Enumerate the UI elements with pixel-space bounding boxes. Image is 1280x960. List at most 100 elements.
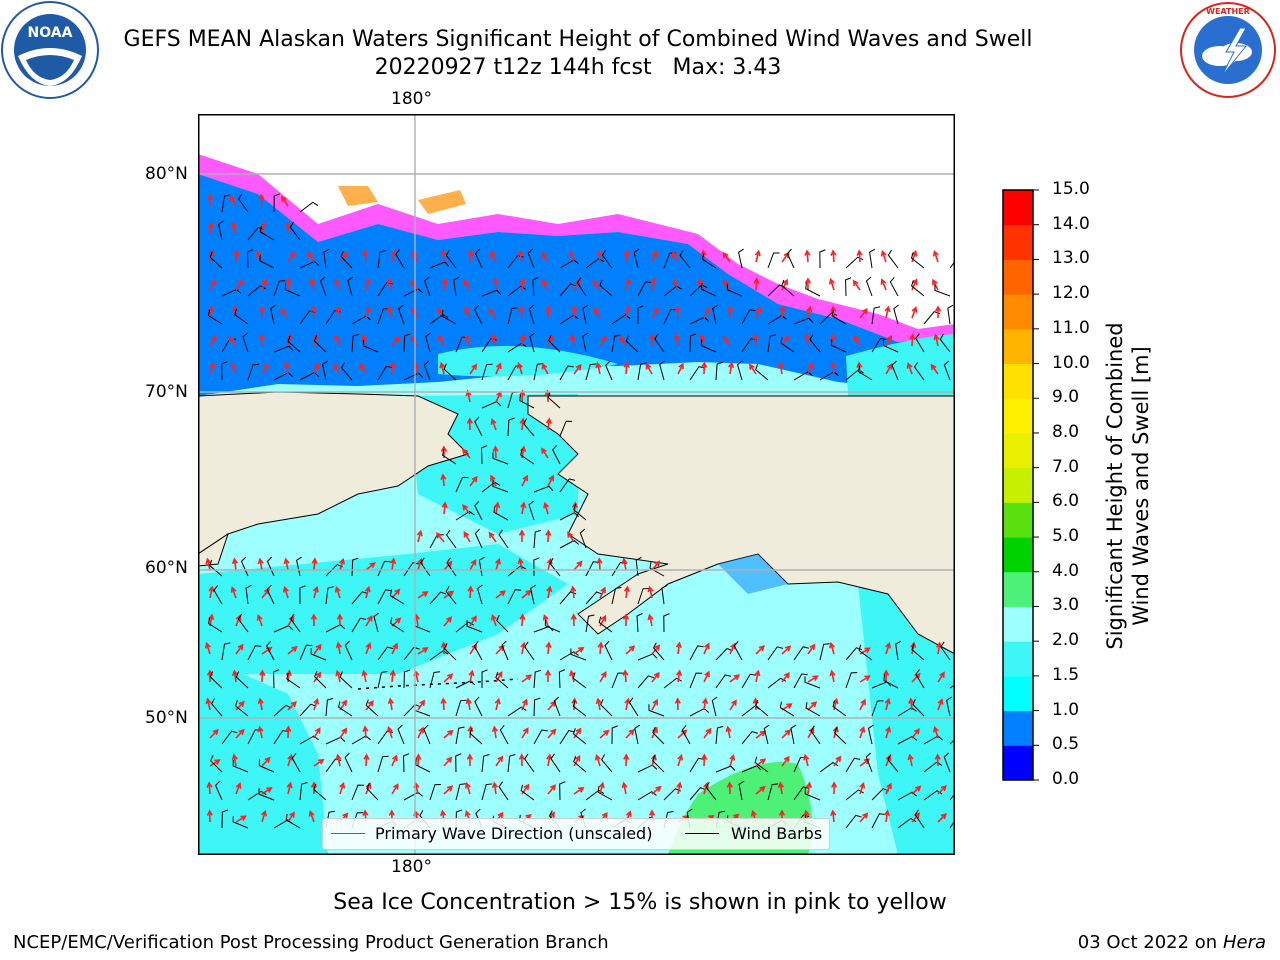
wind-barb <box>453 276 460 297</box>
wind-barb <box>366 782 379 801</box>
wind-barb <box>246 249 254 269</box>
wind-barb <box>585 614 595 633</box>
wind-barb <box>259 225 275 241</box>
wave-direction-arrow <box>462 449 471 459</box>
wind-barb <box>314 671 327 689</box>
wave-direction-arrow <box>625 586 629 599</box>
wind-barb <box>871 337 887 353</box>
wave-direction-arrowhead <box>830 249 837 256</box>
wave-direction-arrowhead <box>409 280 416 287</box>
wave-direction-arrowhead <box>519 333 527 341</box>
wave-direction-arrow <box>364 726 367 739</box>
wave-direction-arrowhead <box>446 560 453 567</box>
wind-barb <box>830 339 847 353</box>
wave-direction-arrow <box>807 307 811 319</box>
wind-barb <box>605 360 613 381</box>
wind-barb <box>398 304 405 325</box>
wind-barb <box>793 673 808 689</box>
wave-direction-arrowhead <box>522 727 529 734</box>
colorbar-tick-label: 0.0 <box>1052 769 1080 789</box>
wave-direction-arrow <box>287 755 293 767</box>
wave-direction-arrowhead <box>940 812 947 820</box>
wave-direction-arrowhead <box>647 613 654 621</box>
wave-direction-arrow <box>443 278 447 291</box>
wave-direction-arrowhead <box>418 726 424 734</box>
wind-barb <box>496 614 509 633</box>
wave-direction-arrowhead <box>619 335 625 342</box>
wave-direction-arrowhead <box>394 588 401 595</box>
noaa-logo-text: NOAA <box>28 25 73 41</box>
wave-direction-arrowhead <box>749 363 755 370</box>
colorbar-tick-label: 7.0 <box>1052 456 1080 477</box>
wave-direction-arrowhead <box>519 389 526 396</box>
wind-barb <box>910 252 925 269</box>
wave-direction-arrowhead <box>466 753 474 760</box>
wave-direction-arrowhead <box>416 529 423 537</box>
wave-direction-arrow <box>885 783 892 795</box>
wind-barb <box>285 813 301 829</box>
wind-barb <box>446 557 457 577</box>
wave-direction-arrow <box>309 811 315 823</box>
wave-direction-arrow <box>547 642 550 655</box>
wave-direction-arrow <box>885 810 889 823</box>
wave-direction-arrowhead <box>578 646 585 653</box>
wind-barb <box>296 556 302 577</box>
wave-direction-arrow <box>859 783 865 795</box>
wave-direction-arrowhead <box>623 249 631 257</box>
wave-direction-arrow <box>599 336 607 347</box>
wave-direction-arrowhead <box>490 418 497 425</box>
wind-barb <box>499 725 509 745</box>
wave-direction-arrow <box>547 418 551 431</box>
wind-barb <box>652 726 665 745</box>
wave-direction-arrow <box>806 250 809 263</box>
wave-direction-arrowhead <box>859 781 866 789</box>
wave-direction-arrowhead <box>628 645 636 652</box>
wave-direction-arrowhead <box>575 363 582 371</box>
wave-direction-arrow <box>495 756 503 767</box>
wind-barb <box>424 276 431 297</box>
wave-direction-arrow <box>807 782 811 795</box>
wave-direction-arrowhead <box>725 725 732 733</box>
wave-direction-arrow <box>703 308 711 319</box>
wave-direction-arrowhead <box>341 727 348 734</box>
wave-direction-arrowhead <box>864 647 871 654</box>
wind-barb <box>325 586 334 605</box>
wave-direction-arrow <box>521 674 532 683</box>
wave-direction-arrowhead <box>285 669 292 677</box>
wave-direction-arrow <box>313 759 324 767</box>
wave-direction-arrow <box>261 223 266 235</box>
wind-barb <box>553 696 561 717</box>
wave-direction-arrow <box>285 363 289 375</box>
wind-barb <box>507 342 527 353</box>
colorbar-bin <box>1003 363 1033 399</box>
wave-direction-label: Primary Wave Direction (unscaled) <box>375 824 653 843</box>
wave-direction-arrow <box>391 251 396 263</box>
wave-direction-arrowhead <box>339 781 346 789</box>
wave-direction-arrowhead <box>623 585 630 593</box>
wave-direction-arrowhead <box>497 811 504 819</box>
wave-direction-arrowhead <box>266 787 273 793</box>
wave-direction-arrowhead <box>257 557 264 565</box>
wave-direction-arrowhead <box>285 725 292 732</box>
wave-direction-arrow <box>488 308 497 319</box>
wave-direction-arrow <box>313 672 321 683</box>
wind-barb <box>572 728 587 745</box>
wind-barb <box>882 339 899 353</box>
wave-direction-arrowhead <box>543 501 550 509</box>
wave-direction-arrowhead <box>550 728 557 735</box>
wind-barb <box>234 700 249 717</box>
colorbar-bin <box>1003 467 1033 503</box>
wave-direction-arrowhead <box>310 613 318 620</box>
wind-barb <box>481 754 490 773</box>
wind-barb <box>576 277 587 297</box>
wave-direction-arrowhead <box>470 558 477 566</box>
wave-direction-arrowhead <box>522 474 528 482</box>
wave-direction-arrow <box>859 699 866 711</box>
wave-direction-arrowhead <box>464 334 471 341</box>
wave-direction-arrowhead <box>496 671 503 678</box>
wind-barb <box>845 277 852 297</box>
wind-barb <box>550 753 561 773</box>
wave-direction-arrow <box>414 783 419 795</box>
wave-direction-arrow <box>493 727 497 739</box>
wave-direction-arrowhead <box>422 647 429 653</box>
